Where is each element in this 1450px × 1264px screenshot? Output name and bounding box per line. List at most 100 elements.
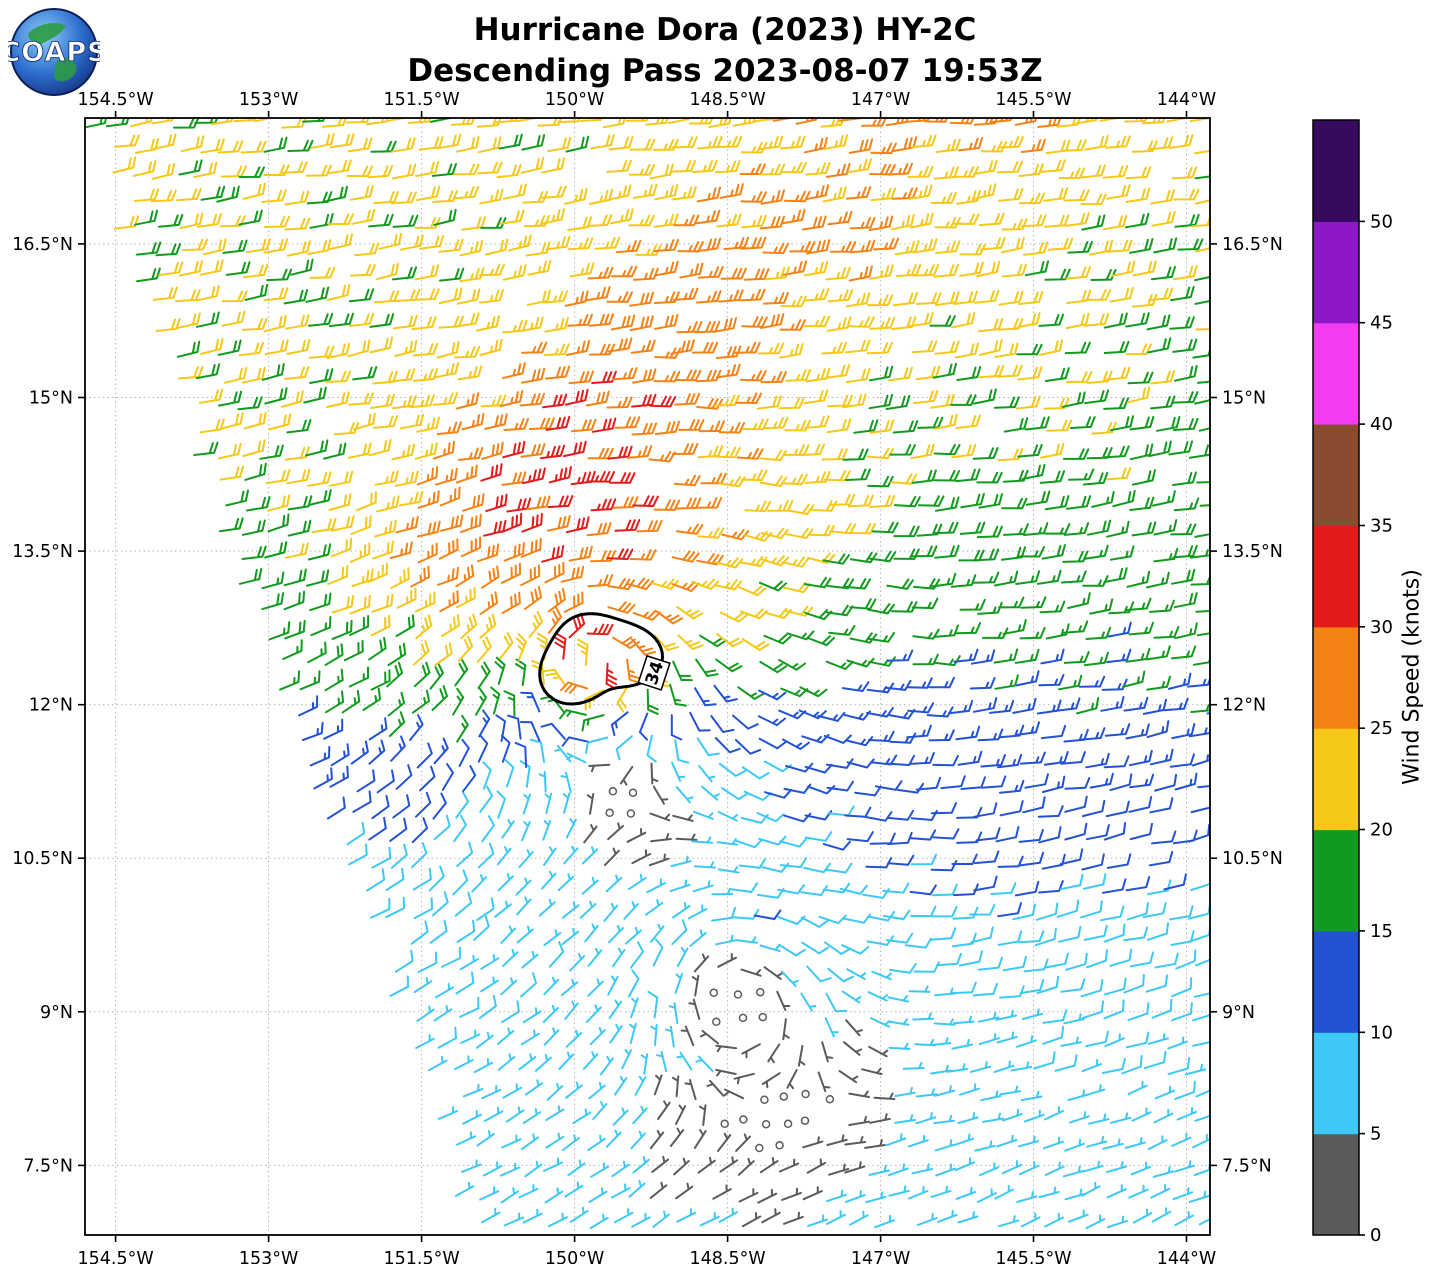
wind-barb — [1105, 366, 1131, 381]
wind-barb — [462, 1110, 482, 1125]
wind-barb — [758, 163, 786, 176]
wind-barb — [370, 140, 397, 153]
wind-barb — [284, 217, 311, 231]
wind-barb — [1174, 213, 1200, 228]
wind-barb — [678, 419, 705, 431]
wind-barb — [477, 661, 491, 690]
wind-barb — [1038, 880, 1064, 894]
wind-barb — [632, 368, 657, 384]
wind-barb — [371, 846, 392, 869]
wind-barb — [328, 312, 354, 328]
wind-barb — [907, 1135, 929, 1148]
wind-barb — [935, 240, 961, 254]
wind-barb — [480, 463, 503, 482]
wind-barb — [744, 530, 773, 542]
wind-barb — [978, 318, 1004, 333]
wind-barb — [437, 1026, 457, 1049]
wind-barb — [648, 853, 670, 867]
wind-barb — [548, 1212, 568, 1228]
wind-barb — [980, 775, 1007, 789]
wind-barb — [698, 420, 725, 433]
wind-barb — [1043, 214, 1070, 228]
wind-barb — [347, 442, 372, 459]
wind-barb — [354, 242, 380, 257]
wind-barb — [267, 413, 292, 431]
wind-barb — [413, 977, 433, 994]
wind-barb — [933, 1018, 956, 1026]
wind-barb — [416, 465, 439, 486]
wind-barb — [629, 315, 654, 332]
wind-barb — [586, 793, 595, 815]
wind-barb — [348, 392, 374, 406]
wind-barb — [772, 118, 795, 122]
wind-barb — [325, 690, 345, 714]
wind-barb — [1188, 444, 1210, 459]
wind-barb — [795, 118, 818, 125]
wind-barb — [866, 447, 894, 460]
wind-barb — [1163, 697, 1189, 712]
wind-barb — [372, 370, 398, 385]
wind-barb — [866, 294, 894, 307]
wind-barb — [567, 1159, 586, 1177]
contour-label-box — [637, 654, 671, 691]
wind-barb — [501, 819, 515, 839]
wind-barb — [136, 241, 162, 256]
wind-barb — [1062, 1165, 1085, 1178]
wind-barb — [844, 806, 872, 818]
wind-barb — [290, 258, 314, 276]
wind-barb — [757, 1188, 778, 1204]
wind-barb — [844, 1136, 867, 1146]
wind-barb — [802, 1136, 824, 1149]
wind-barb — [1081, 1000, 1105, 1019]
wind-barb — [478, 709, 491, 738]
wind-barb — [1015, 570, 1041, 585]
wind-barb — [1023, 958, 1049, 973]
wind-barb — [484, 238, 509, 256]
wind-barb — [199, 259, 224, 276]
wind-barb — [845, 468, 871, 481]
wind-barb — [388, 711, 406, 738]
wind-barb — [694, 861, 717, 869]
wind-barb — [846, 758, 875, 769]
wind-barb — [849, 216, 876, 230]
wind-barb — [1156, 416, 1181, 432]
wind-barb — [528, 417, 555, 430]
wind-barb — [105, 118, 130, 128]
wind-barb — [1195, 609, 1210, 613]
wind-barb — [599, 1055, 614, 1076]
wind-barb — [455, 791, 470, 819]
wind-barb — [841, 990, 862, 1004]
wind-barb — [502, 440, 526, 459]
wind-barb — [670, 159, 696, 173]
wind-barb — [716, 213, 742, 228]
wind-barb — [894, 1086, 916, 1098]
wind-barb — [904, 937, 933, 949]
wind-barb — [602, 118, 626, 129]
wind-barb — [687, 904, 708, 920]
wind-barb — [957, 750, 983, 766]
wind-barb — [675, 1182, 694, 1200]
wind-barb — [1194, 175, 1210, 180]
calm-wind-circle — [739, 1115, 748, 1124]
wind-barb — [1057, 674, 1083, 691]
wind-barb — [717, 811, 739, 822]
wind-barb — [390, 843, 408, 869]
wind-barb — [520, 537, 542, 558]
wind-barb — [1040, 159, 1066, 173]
wind-barb — [910, 443, 935, 460]
wind-barb — [351, 568, 374, 587]
wind-barb — [414, 161, 440, 177]
wind-barb — [1163, 873, 1187, 891]
wind-barb — [893, 548, 920, 560]
wind-barb — [1036, 699, 1062, 715]
wind-barb — [1211, 113, 1235, 123]
wind-barb — [541, 208, 565, 225]
wind-barb — [890, 473, 918, 485]
wind-barb — [1167, 1036, 1189, 1050]
wind-barb — [800, 885, 828, 896]
wind-barb — [828, 1163, 850, 1176]
wind-barb — [1062, 620, 1089, 634]
wind-barb — [499, 390, 524, 408]
wind-barb — [997, 855, 1024, 868]
wind-barb — [1044, 1106, 1065, 1121]
